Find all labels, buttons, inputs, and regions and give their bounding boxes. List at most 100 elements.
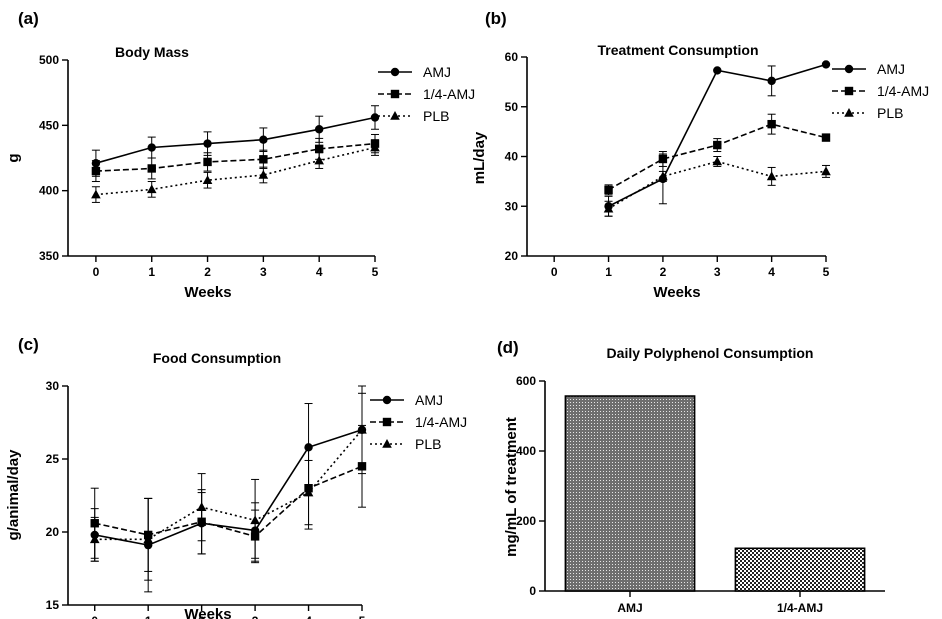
- data-point: [658, 154, 668, 164]
- data-point: [258, 169, 269, 179]
- x-tick-label: 3: [252, 614, 259, 619]
- data-point: [767, 119, 776, 129]
- legend-marker: [844, 64, 854, 74]
- data-point: [370, 142, 380, 152]
- x-tick-label: 1: [148, 265, 155, 279]
- data-point: [202, 175, 213, 185]
- data-point: [821, 60, 831, 69]
- panel-label: (d): [497, 338, 519, 357]
- series-line: [608, 160, 827, 210]
- series-line: [95, 142, 376, 172]
- y-axis-label: g/animal/day: [5, 449, 22, 541]
- y-tick-label: 600: [516, 374, 536, 388]
- data-point: [766, 171, 777, 181]
- chart-title: Treatment Consumption: [597, 42, 758, 58]
- x-tick-label: 4: [305, 614, 312, 619]
- x-tick-label: 2: [204, 265, 211, 279]
- x-axis-label: Weeks: [184, 284, 231, 301]
- legend-label: AMJ: [423, 64, 451, 80]
- data-point: [370, 113, 380, 122]
- series-0: [91, 105, 380, 177]
- x-tick-label: 0: [91, 614, 98, 619]
- y-tick-label: 60: [505, 50, 519, 64]
- x-tick-label: 1: [145, 614, 152, 619]
- data-point: [147, 164, 156, 173]
- legend-label: PLB: [877, 105, 903, 121]
- series-0: [90, 385, 367, 593]
- data-point: [603, 203, 614, 213]
- series-line: [94, 465, 363, 538]
- panel-d: (d) Daily Polyphenol Consumption 0 200 400 60…: [497, 338, 885, 615]
- data-point: [91, 166, 101, 176]
- panel-label: (c): [18, 335, 39, 354]
- legend-label: 1/4-AMJ: [415, 414, 467, 430]
- y-tick-label: 350: [39, 249, 59, 263]
- x-tick-label: 4: [316, 265, 323, 279]
- series-2: [603, 156, 831, 217]
- data-point: [143, 534, 153, 544]
- legend-marker: [844, 108, 854, 117]
- x-tick-label: 3: [714, 265, 721, 279]
- y-tick-label: 20: [505, 249, 519, 263]
- legend-label: 1/4-AMJ: [877, 83, 929, 99]
- legend-label: AMJ: [415, 392, 443, 408]
- legend-marker: [844, 86, 854, 96]
- data-point: [357, 424, 367, 434]
- chart-title: Food Consumption: [153, 350, 281, 366]
- x-tick-label: 3: [260, 265, 267, 279]
- data-point: [604, 185, 613, 195]
- data-point: [314, 144, 324, 154]
- series-2: [91, 139, 380, 203]
- data-point: [658, 171, 668, 181]
- y-axis-label: mL/day: [471, 131, 488, 184]
- data-point: [314, 125, 324, 134]
- panel-a: (a) Body Mass 350 400 450 500 g 0 1 2 3 4 5 Weeks AMJ 1…: [5, 9, 475, 301]
- data-point: [314, 155, 324, 165]
- legend-marker: [382, 395, 392, 405]
- y-tick-label: 40: [505, 150, 519, 164]
- legend-label: PLB: [415, 436, 441, 452]
- chart-title: Body Mass: [115, 44, 189, 60]
- data-point: [196, 502, 207, 511]
- data-point: [259, 135, 268, 144]
- data-point: [89, 534, 100, 544]
- panel-label: (a): [18, 9, 39, 28]
- y-tick-label: 30: [505, 199, 519, 213]
- series-line: [94, 429, 363, 541]
- x-tick-label: 0: [93, 265, 100, 279]
- series-line: [95, 116, 376, 164]
- panel-c: (c)Food Consumption15202530g/animal/day0…: [5, 335, 467, 619]
- x-tick-label: 5: [823, 265, 830, 279]
- data-point: [821, 166, 831, 176]
- data-point: [713, 140, 722, 150]
- x-tick-label: AMJ: [617, 601, 642, 615]
- y-tick-label: 200: [516, 514, 536, 528]
- y-tick-label: 0: [529, 584, 536, 598]
- data-point: [147, 143, 156, 152]
- chart-title: Daily Polyphenol Consumption: [607, 345, 814, 361]
- y-axis-label: mg/mL of treatment: [503, 417, 520, 557]
- legend-label: PLB: [423, 108, 449, 124]
- x-axis-label: Weeks: [184, 606, 231, 619]
- legend-marker: [390, 111, 400, 120]
- x-tick-label: 5: [372, 265, 379, 279]
- y-tick-label: 30: [46, 379, 60, 393]
- series-1: [90, 424, 367, 572]
- y-tick-label: 25: [46, 452, 60, 466]
- panel-b: (b)Treatment Consumption2030405060mL/day…: [471, 9, 929, 301]
- x-tick-label: 2: [660, 265, 667, 279]
- y-tick-label: 450: [39, 118, 59, 132]
- x-tick-label: 4: [768, 265, 775, 279]
- legend-marker: [390, 67, 400, 77]
- y-tick-label: 50: [505, 100, 519, 114]
- y-tick-label: 400: [516, 444, 536, 458]
- y-tick-label: 500: [39, 53, 59, 67]
- bar: [734, 547, 866, 592]
- bar: [564, 395, 696, 592]
- x-tick-label: 2: [198, 614, 205, 619]
- y-tick-label: 400: [39, 184, 59, 198]
- data-point: [250, 515, 260, 525]
- data-point: [259, 155, 268, 164]
- data-point: [91, 189, 101, 199]
